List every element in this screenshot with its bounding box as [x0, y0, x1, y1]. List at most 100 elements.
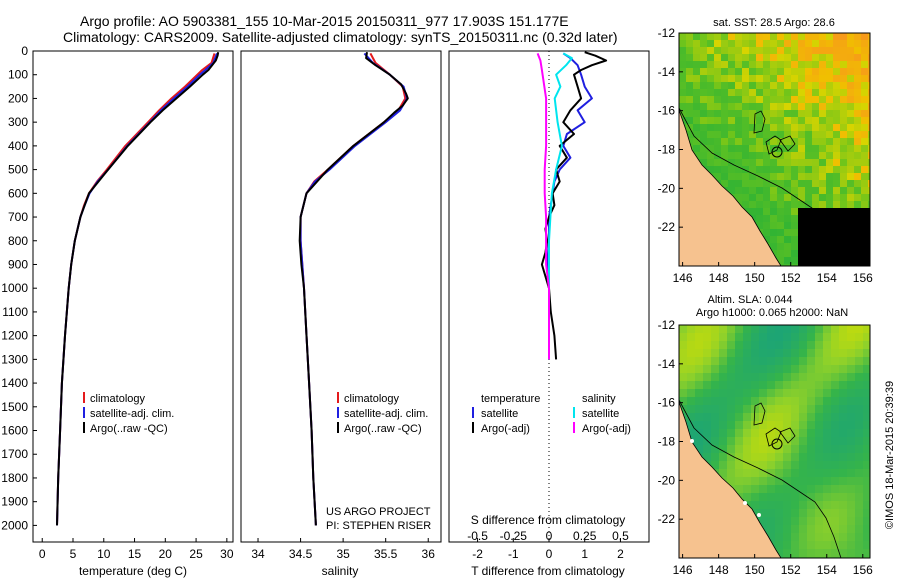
sla-map-axes: 146 148 150 152 154 156 -12 -14 -16 -18 -20 -22 [658, 318, 873, 577]
sla-cell [807, 325, 815, 333]
sst-cell [693, 117, 700, 124]
sst-cell [714, 159, 721, 166]
sla-cell [839, 541, 847, 549]
sst-cell [833, 194, 840, 201]
sst-cell [763, 145, 770, 152]
sst-cell [728, 124, 735, 131]
sst-cell [735, 54, 742, 61]
sla-cell [815, 357, 823, 365]
series-line-s-argo-adj- [536, 53, 550, 360]
sla-cell [863, 477, 870, 485]
sst-cell [833, 145, 840, 152]
sst-cell [819, 61, 826, 68]
header-line2: Climatology: CARS2009. Satellite-adjuste… [63, 29, 618, 45]
sla-cell [791, 421, 799, 429]
sla-cell [727, 461, 735, 469]
sla-cell [855, 405, 863, 413]
sla-cell [855, 533, 863, 541]
sst-cell [805, 208, 812, 215]
sla-cell [703, 453, 711, 461]
sla-cell [791, 469, 799, 477]
sst-cell [861, 131, 868, 138]
sla-cell [703, 413, 711, 421]
sst-cell [847, 47, 854, 54]
sla-cell [839, 365, 847, 373]
sla-cell [775, 485, 783, 493]
sst-cell [819, 264, 826, 266]
sla-cell [767, 341, 775, 349]
sst-cell [840, 208, 847, 215]
lat-tick-label: -18 [658, 143, 676, 157]
sst-cell [826, 110, 833, 117]
sst-cell [777, 250, 784, 257]
sst-cell [784, 40, 791, 47]
reef-contour [753, 110, 796, 155]
sst-cell [833, 68, 840, 75]
sst-cell [833, 236, 840, 243]
sst-cell [798, 33, 805, 40]
legend-s-satellite-label: satellite [582, 408, 619, 420]
sst-cell [826, 159, 833, 166]
sla-cell [847, 357, 855, 365]
sla-cell [807, 341, 815, 349]
sst-cell [854, 264, 861, 266]
sst-cell [763, 131, 770, 138]
sst-cell [728, 54, 735, 61]
sla-cell [783, 461, 791, 469]
sla-cell [751, 349, 759, 357]
sla-cell [831, 405, 839, 413]
sst-cell [693, 75, 700, 82]
sst-cell [833, 152, 840, 159]
sst-cell [791, 215, 798, 222]
sla-cell [863, 397, 870, 405]
sst-cell [686, 96, 693, 103]
sst-cell [854, 54, 861, 61]
sst-cell [756, 208, 763, 215]
sst-cell [812, 89, 819, 96]
sla-cell [823, 477, 831, 485]
sst-cell [812, 96, 819, 103]
sla-cell [807, 413, 815, 421]
project-credit-line2: PI: STEPHEN RISER [326, 520, 431, 532]
sla-cell [823, 485, 831, 493]
sst-cell [861, 103, 868, 110]
sst-cell [854, 229, 861, 236]
sst-cell [847, 201, 854, 208]
sst-cell [798, 222, 805, 229]
sla-cell [847, 517, 855, 525]
sla-cell [767, 469, 775, 477]
depth-tick-label: 2000 [1, 518, 28, 532]
sla-cell [823, 349, 831, 357]
sst-cell [721, 103, 728, 110]
sst-cell [847, 82, 854, 89]
sst-cell [700, 75, 707, 82]
sla-cell [855, 373, 863, 381]
sst-cell [728, 152, 735, 159]
sla-cell [743, 485, 751, 493]
sla-cell [823, 365, 831, 373]
sst-cell [791, 201, 798, 208]
sla-cell [695, 325, 703, 333]
sla-cell [711, 413, 719, 421]
sla-cell [719, 461, 727, 469]
sst-cell [854, 194, 861, 201]
sla-cell [687, 413, 695, 421]
sla-cell [783, 397, 791, 405]
sla-cell [807, 453, 815, 461]
sst-cell [784, 61, 791, 68]
sla-cell [855, 485, 863, 493]
sla-cell [775, 405, 783, 413]
sst-cell [805, 33, 812, 40]
sla-cell [847, 509, 855, 517]
temperature-legend: climatology satellite-adj. clim. Argo(..… [83, 392, 174, 435]
sla-cell [855, 549, 863, 557]
sla-cell [711, 461, 719, 469]
sst-cell [700, 82, 707, 89]
sla-cell [799, 373, 807, 381]
sla-cell [823, 509, 831, 517]
sst-cell [868, 75, 870, 82]
sla-cell [839, 381, 847, 389]
sla-cell [799, 541, 807, 549]
sst-cell [756, 159, 763, 166]
station-dot [690, 439, 694, 443]
